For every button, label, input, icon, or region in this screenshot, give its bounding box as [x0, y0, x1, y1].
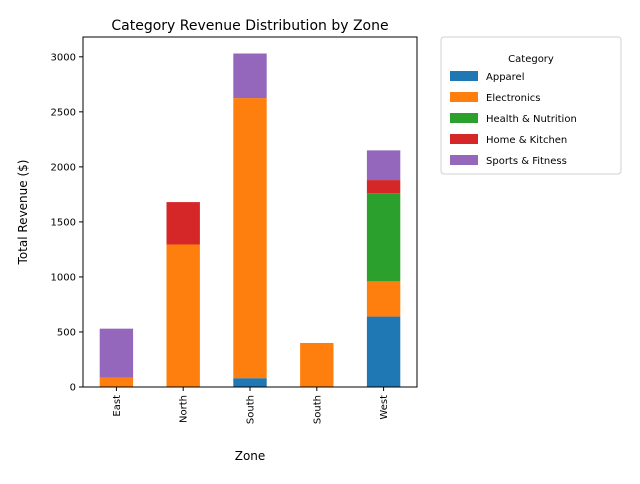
bar-segment — [166, 202, 200, 245]
bar-segment — [366, 150, 401, 181]
y-tick-label: 1500 — [51, 217, 76, 228]
legend-swatch — [450, 113, 478, 123]
bar-segment — [99, 377, 134, 387]
legend-title: Category — [508, 54, 554, 65]
y-tick-label: 2000 — [51, 162, 76, 173]
y-tick-label: 3000 — [51, 52, 76, 63]
y-tick-label: 0 — [70, 383, 76, 394]
legend-swatch — [450, 134, 478, 144]
chart-title: Category Revenue Distribution by Zone — [111, 18, 388, 34]
x-axis-title: Zone — [235, 449, 266, 463]
y-tick-label: 500 — [57, 327, 76, 338]
x-tick-label: North — [179, 395, 190, 423]
y-axis: 0 500 1000 1500 2000 2500 3000 — [51, 52, 83, 394]
legend-label: Home & Kitchen — [486, 135, 567, 146]
x-tick-label: East — [112, 395, 123, 417]
plot-area — [99, 53, 401, 387]
bar-segment — [366, 180, 401, 194]
bar-segment — [366, 316, 401, 387]
legend-swatch — [450, 71, 478, 81]
y-tick-label: 2500 — [51, 107, 76, 118]
bar-segment — [366, 193, 401, 282]
legend-label: Apparel — [486, 72, 525, 83]
legend-label: Health & Nutrition — [486, 114, 577, 125]
legend: Category Apparel Electronics Health & Nutr… — [440, 36, 622, 175]
x-tick-label: West — [379, 395, 390, 420]
bar-segment — [166, 244, 200, 387]
legend-swatch — [450, 155, 478, 165]
bar-segment — [99, 328, 134, 378]
x-axis: East North South South West — [112, 387, 390, 424]
y-tick-label: 1000 — [51, 272, 76, 283]
y-axis-title: Total Revenue ($) — [16, 160, 30, 266]
bar-segment — [233, 378, 267, 387]
legend-swatch — [450, 92, 478, 102]
legend-entries: Apparel Electronics Health & Nutrition Home… — [450, 71, 577, 167]
legend-box — [440, 36, 622, 175]
bar-segment — [233, 98, 267, 379]
legend-label: Electronics — [486, 93, 541, 104]
x-tick-label: South — [312, 395, 323, 424]
x-tick-label: South — [246, 395, 257, 424]
bar-segment — [366, 281, 401, 317]
legend-label: Sports & Fitness — [486, 156, 567, 167]
bar-segment — [233, 53, 267, 99]
bar-segment — [300, 342, 334, 387]
